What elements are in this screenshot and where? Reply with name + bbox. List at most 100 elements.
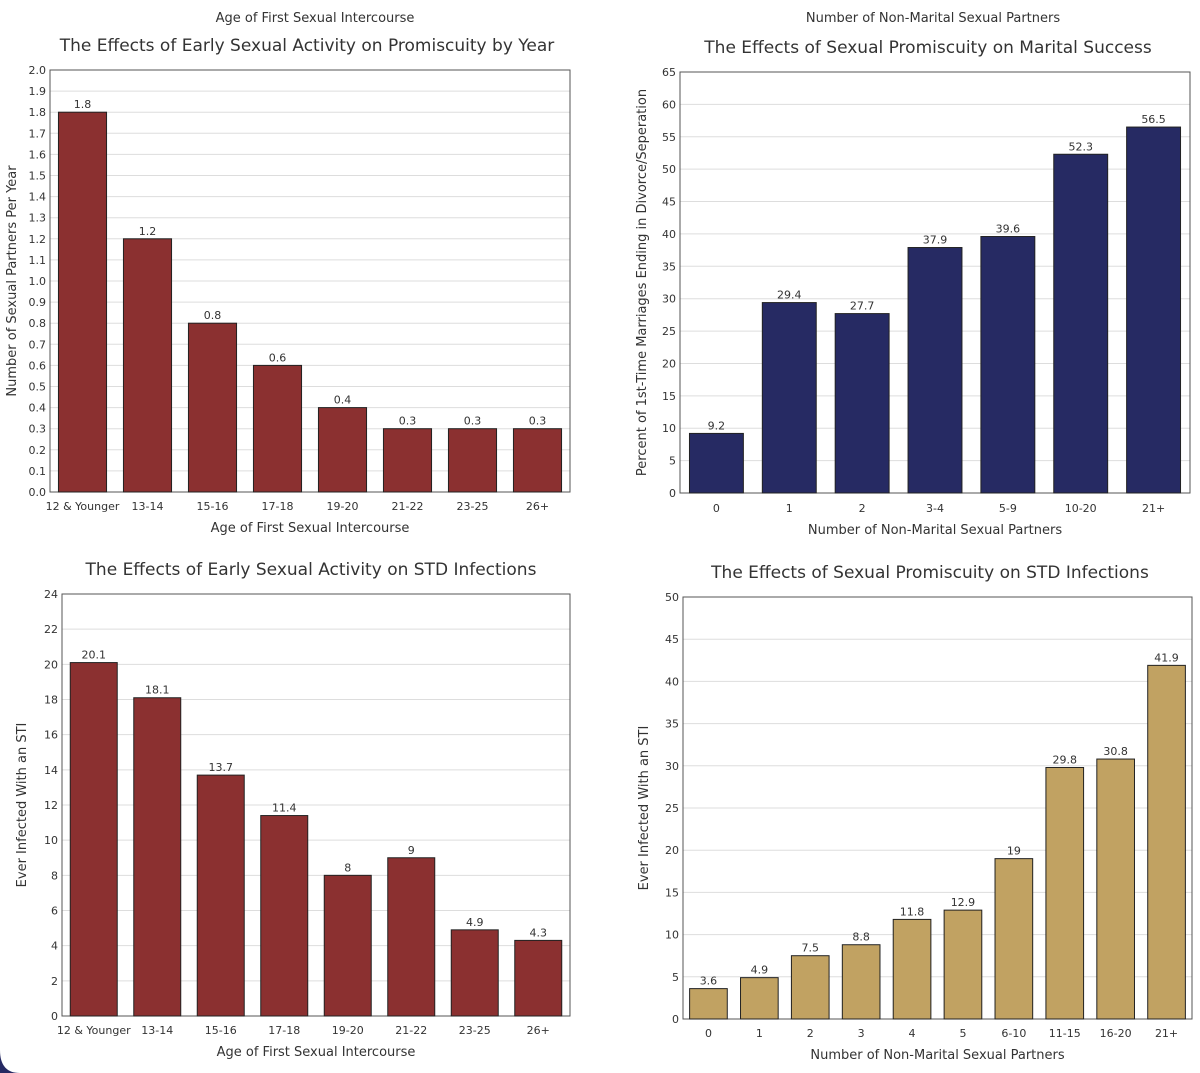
bar-15-16 [196, 774, 245, 1017]
y-tick-label: 30 [665, 760, 679, 773]
y-tick-label: 50 [662, 163, 676, 176]
y-tick-label: 1.0 [29, 275, 47, 288]
bar-21-22 [387, 857, 436, 1017]
plot-frame [682, 596, 1193, 1020]
x-tick-label: 4 [909, 1027, 916, 1040]
bar-2 [834, 313, 890, 494]
data-label: 30.8 [1103, 745, 1128, 758]
x-tick-label: 23-25 [459, 1024, 491, 1037]
x-tick-label: 19-20 [332, 1024, 364, 1037]
x-tick-label: 19-20 [327, 500, 359, 513]
y-tick-label: 0.0 [29, 486, 47, 499]
y-tick-label: 16 [44, 729, 58, 742]
top-cutoff-xlabel-right: Number of Non-Marital Sexual Partners [806, 11, 1060, 26]
bar-6-10 [994, 858, 1034, 1020]
data-label: 11.8 [900, 905, 925, 918]
y-tick-label: 30 [662, 293, 676, 306]
data-label: 20.1 [82, 649, 107, 662]
bar-17-18 [252, 364, 303, 493]
bar-5 [943, 909, 983, 1020]
bar-19-20 [317, 407, 368, 493]
y-tick-label: 25 [665, 802, 679, 815]
x-tick-label: 21-22 [395, 1024, 427, 1037]
data-label: 41.9 [1154, 651, 1179, 664]
bar-12 & Younger [57, 111, 108, 493]
x-tick-label: 21-22 [392, 500, 424, 513]
data-label: 11.4 [272, 802, 297, 815]
chart-1: 0.0 0.1 0.2 0.3 0.4 0.5 0.6 0.7 0.8 0.9 1.0 1.1 1.2 1… [5, 36, 571, 536]
y-tick-label: 18 [44, 694, 58, 707]
x-tick-label: 12 & Younger [46, 500, 120, 513]
y-tick-label: 8 [51, 869, 58, 882]
data-label: 3.6 [700, 975, 718, 988]
chart-title: The Effects of Early Sexual Activity on … [59, 36, 555, 56]
corner-decoration [0, 1050, 20, 1073]
x-axis-label: Number of Non-Marital Sexual Partners [808, 523, 1062, 538]
bar-23-25 [450, 929, 499, 1017]
x-tick-label: 21+ [1155, 1027, 1178, 1040]
y-tick-label: 0.6 [29, 359, 47, 372]
chart-title: The Effects of Early Sexual Activity on … [85, 560, 537, 580]
plot-frame [49, 69, 571, 493]
y-tick-label: 2 [51, 975, 58, 988]
y-tick-label: 0 [672, 1013, 679, 1026]
data-label: 0.8 [204, 309, 222, 322]
data-label: 13.7 [209, 761, 234, 774]
y-tick-label: 0.5 [29, 381, 47, 394]
bar-3 [841, 944, 881, 1020]
data-label: 9.2 [708, 419, 726, 432]
data-label: 8 [344, 861, 351, 874]
top-cutoff-xlabel-left: Age of First Sexual Intercourse [216, 11, 415, 26]
y-tick-label: 1.6 [29, 148, 47, 161]
y-tick-label: 0.4 [29, 402, 47, 415]
chart-title: The Effects of Sexual Promiscuity on Mar… [703, 38, 1152, 58]
data-label: 0.3 [399, 415, 417, 428]
data-label: 0.3 [529, 415, 547, 428]
x-tick-label: 5 [959, 1027, 966, 1040]
y-tick-label: 14 [44, 764, 58, 777]
y-tick-label: 65 [662, 66, 676, 79]
y-tick-label: 1.9 [29, 85, 47, 98]
bar-5-9 [980, 236, 1036, 494]
x-tick-label: 17-18 [262, 500, 294, 513]
y-tick-label: 1.2 [29, 233, 47, 246]
y-tick-label: 45 [662, 196, 676, 209]
x-tick-label: 13-14 [132, 500, 164, 513]
x-tick-label: 3-4 [926, 502, 944, 515]
x-tick-label: 11-15 [1049, 1027, 1081, 1040]
bar-17-18 [260, 815, 309, 1017]
y-tick-label: 55 [662, 131, 676, 144]
plot-frame [61, 593, 571, 1017]
x-axis-label: Age of First Sexual Intercourse [217, 1045, 416, 1060]
data-label: 8.8 [852, 931, 870, 944]
data-label: 27.7 [850, 300, 875, 313]
x-tick-label: 0 [713, 502, 720, 515]
data-label: 56.5 [1141, 113, 1166, 126]
x-tick-label: 10-20 [1065, 502, 1097, 515]
data-label: 29.4 [777, 289, 802, 302]
bar-23-25 [447, 428, 498, 493]
y-tick-label: 6 [51, 905, 58, 918]
y-tick-label: 0.7 [29, 338, 47, 351]
x-tick-label: 2 [807, 1027, 814, 1040]
y-tick-label: 1.4 [29, 191, 47, 204]
bar-11-15 [1045, 766, 1085, 1020]
y-tick-label: 4 [51, 940, 58, 953]
y-axis-label: Number of Sexual Partners Per Year [5, 165, 20, 397]
y-tick-label: 5 [669, 455, 676, 468]
y-tick-label: 1.7 [29, 127, 47, 140]
bar-21+ [1147, 664, 1186, 1020]
bar-1 [740, 977, 779, 1020]
y-tick-label: 35 [662, 260, 676, 273]
x-tick-label: 16-20 [1100, 1027, 1132, 1040]
x-tick-label: 3 [858, 1027, 865, 1040]
data-label: 7.5 [802, 942, 820, 955]
x-axis-label: Age of First Sexual Intercourse [211, 521, 410, 536]
y-tick-label: 10 [665, 929, 679, 942]
x-tick-label: 26+ [526, 500, 549, 513]
y-tick-label: 1.1 [29, 254, 47, 267]
data-label: 12.9 [951, 896, 976, 909]
y-tick-label: 10 [662, 422, 676, 435]
